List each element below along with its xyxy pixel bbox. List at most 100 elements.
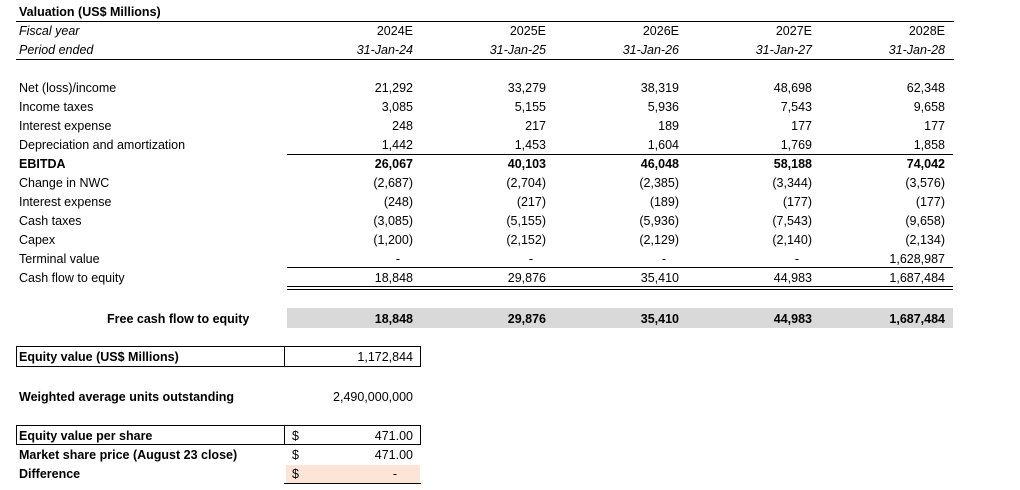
fcfe-label: Free cash flow to equity <box>107 312 250 326</box>
table-cell: 21,292 <box>374 81 413 95</box>
table-cell: (217) <box>516 195 546 209</box>
period-ended-label: Period ended <box>19 43 94 57</box>
table-cell: 46,048 <box>640 157 679 171</box>
row-label: Cash taxes <box>19 214 82 228</box>
units-value: 2,490,000,000 <box>333 390 413 404</box>
table-cell: 29,876 <box>507 271 546 285</box>
row-label: Terminal value <box>19 252 100 266</box>
year-header: 2026E <box>642 24 679 38</box>
year-header: 2028E <box>908 24 945 38</box>
fcfe-value: 44,983 <box>773 312 812 326</box>
equity-value-amount: 1,172,844 <box>357 350 413 364</box>
table-cell: 189 <box>658 119 679 133</box>
table-cell: - <box>661 252 667 266</box>
table-cell: 1,858 <box>913 138 945 152</box>
table-cell: (3,344) <box>772 176 812 190</box>
table-cell: (2,134) <box>905 233 945 247</box>
per-share-label: Equity value per share <box>19 429 153 443</box>
table-cell: 9,658 <box>913 100 945 114</box>
table-cell: - <box>794 252 800 266</box>
market-price-value: 471.00 <box>374 448 413 462</box>
difference-bottom-rule <box>284 483 421 484</box>
table-cell: 48,698 <box>773 81 812 95</box>
table-cell: 5,936 <box>647 100 679 114</box>
table-cell: (189) <box>649 195 679 209</box>
row-label: Income taxes <box>19 100 94 114</box>
units-label: Weighted average units outstanding <box>19 390 235 404</box>
table-cell: 38,319 <box>640 81 679 95</box>
table-cell: 58,188 <box>773 157 812 171</box>
table-cell: (7,543) <box>772 214 812 228</box>
table-cell: 18,848 <box>374 271 413 285</box>
row-label: Depreciation and amortization <box>19 138 186 152</box>
cfe-double-rule-2 <box>287 289 953 290</box>
table-cell: 1,453 <box>514 138 546 152</box>
difference-highlight <box>286 465 420 483</box>
per-share-value-box <box>284 425 421 445</box>
table-cell: (3,576) <box>905 176 945 190</box>
table-cell: 3,085 <box>381 100 413 114</box>
sheet-title: Valuation (US$ Millions) <box>19 5 161 19</box>
table-cell: (3,085) <box>373 214 413 228</box>
table-cell: (2,704) <box>506 176 546 190</box>
table-cell: 1,604 <box>647 138 679 152</box>
table-cell: - <box>528 252 534 266</box>
table-cell: 1,442 <box>381 138 413 152</box>
table-cell: 177 <box>924 119 945 133</box>
table-cell: 248 <box>392 119 413 133</box>
table-cell: (2,385) <box>639 176 679 190</box>
period-header: 31-Jan-27 <box>755 43 812 57</box>
market-price-currency: $ <box>292 448 299 462</box>
year-header: 2024E <box>376 24 413 38</box>
table-cell: 26,067 <box>374 157 413 171</box>
table-cell: 62,348 <box>906 81 945 95</box>
table-cell: (2,687) <box>373 176 413 190</box>
table-cell: - <box>395 252 401 266</box>
fcfe-highlight-band <box>287 308 953 328</box>
table-cell: 7,543 <box>780 100 812 114</box>
fiscal-year-label: Fiscal year <box>19 24 80 38</box>
table-cell: (177) <box>782 195 812 209</box>
row-label: Capex <box>19 233 56 247</box>
period-header: 31-Jan-26 <box>622 43 679 57</box>
table-cell: (2,152) <box>506 233 546 247</box>
cfe-double-rule-1 <box>287 286 953 287</box>
table-cell: (9,658) <box>905 214 945 228</box>
per-share-currency: $ <box>292 429 299 443</box>
market-price-label: Market share price (August 23 close) <box>19 448 238 462</box>
table-cell: (2,129) <box>639 233 679 247</box>
table-cell: (2,140) <box>772 233 812 247</box>
period-header: 31-Jan-24 <box>356 43 413 57</box>
header-top-rule <box>16 21 954 22</box>
per-share-value: 471.00 <box>374 429 413 443</box>
table-cell: 33,279 <box>507 81 546 95</box>
table-cell: 5,155 <box>514 100 546 114</box>
table-cell: 1,628,987 <box>889 252 945 266</box>
fcfe-value: 1,687,484 <box>889 312 945 326</box>
difference-currency: $ <box>292 467 299 481</box>
equity-value-label: Equity value (US$ Millions) <box>19 350 179 364</box>
row-label: Interest expense <box>19 119 112 133</box>
year-header: 2027E <box>775 24 812 38</box>
table-cell: 1,687,484 <box>889 271 945 285</box>
table-cell: 1,769 <box>780 138 812 152</box>
difference-label: Difference <box>19 467 81 481</box>
table-cell: 177 <box>791 119 812 133</box>
fcfe-value: 29,876 <box>507 312 546 326</box>
table-cell: (248) <box>383 195 413 209</box>
table-cell: (1,200) <box>373 233 413 247</box>
table-cell: 35,410 <box>640 271 679 285</box>
table-cell: 44,983 <box>773 271 812 285</box>
table-cell: (5,936) <box>639 214 679 228</box>
period-header: 31-Jan-25 <box>489 43 546 57</box>
row-label: Interest expense <box>19 195 112 209</box>
row-label: Change in NWC <box>19 176 110 190</box>
table-cell: (177) <box>915 195 945 209</box>
difference-value: - <box>392 467 398 481</box>
cfe-top-rule <box>287 267 953 268</box>
row-label: Cash flow to equity <box>19 271 125 285</box>
year-header: 2025E <box>509 24 546 38</box>
fcfe-value: 18,848 <box>374 312 413 326</box>
row-label: Net (loss)/income <box>19 81 117 95</box>
period-header: 31-Jan-28 <box>888 43 945 57</box>
